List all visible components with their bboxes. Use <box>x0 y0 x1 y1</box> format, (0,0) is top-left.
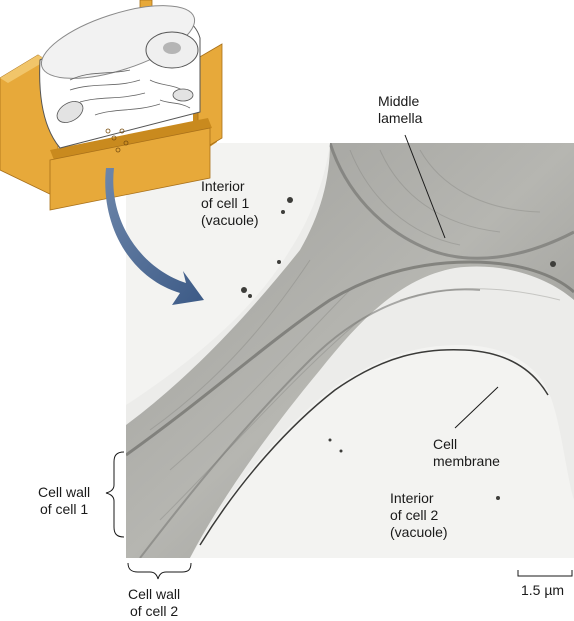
cell-wall-cell2-label: Cell wall of cell 2 <box>128 586 181 619</box>
cell-membrane-leader <box>454 386 499 429</box>
cell-illustration <box>0 0 223 211</box>
callout-arrow <box>105 168 204 305</box>
cell-membrane-label: Cell membrane <box>433 436 500 469</box>
cell-wall-band <box>126 143 574 558</box>
micrograph <box>126 143 574 558</box>
cell-wall-cell1-bracket <box>105 451 125 538</box>
interior-cell1-label: Interior of cell 1 (vacuole) <box>201 178 259 228</box>
middle-lamella-label: Middle lamella <box>378 93 423 126</box>
scale-bar-label: 1.5 µm <box>521 582 565 598</box>
middle-lamella-leader <box>404 134 446 239</box>
scale-bar <box>517 570 573 577</box>
cell-membrane-line <box>199 348 549 546</box>
cell-wall-cell1-label: Cell wall of cell 1 <box>38 484 91 517</box>
interior-cell2-label: Interior of cell 2 (vacuole) <box>390 490 448 540</box>
cell-wall-cell2-bracket <box>127 562 192 580</box>
